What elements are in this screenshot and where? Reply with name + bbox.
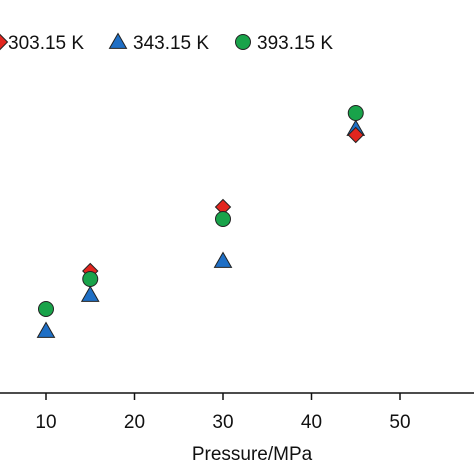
legend-item: 393.15 K <box>235 33 333 54</box>
legend-marker-triangle <box>108 32 128 49</box>
legend-label: 303.15 K <box>8 33 84 54</box>
legend-label: 343.15 K <box>133 33 209 54</box>
x-axis-label: Pressure/MPa <box>192 444 313 465</box>
legend-marker-circle <box>235 34 251 50</box>
data-point-circle <box>215 211 231 227</box>
legend-item: 343.15 K <box>108 32 209 54</box>
legend-item: 303.15 K <box>0 33 84 54</box>
legend-label: 393.15 K <box>257 33 333 54</box>
x-axis-ticks: 10 20 30 40 50 <box>35 393 411 433</box>
x-tick-label: 40 <box>301 412 322 433</box>
data-point-circle <box>347 105 364 121</box>
x-tick-label: 10 <box>35 412 56 433</box>
plot-area <box>36 105 366 338</box>
x-tick-label: 30 <box>212 412 233 433</box>
data-point-triangle <box>80 285 100 302</box>
data-point-diamond <box>347 126 364 144</box>
data-point-triangle <box>213 251 233 268</box>
x-tick-label: 50 <box>389 412 410 433</box>
x-tick-label: 20 <box>124 412 145 433</box>
legend-marker-diamond <box>0 33 9 51</box>
data-point-triangle <box>36 321 56 338</box>
data-point-circle <box>38 301 54 317</box>
data-point-circle <box>82 271 99 287</box>
legend: 303.15 K 343.15 K 393.15 K <box>0 32 333 54</box>
